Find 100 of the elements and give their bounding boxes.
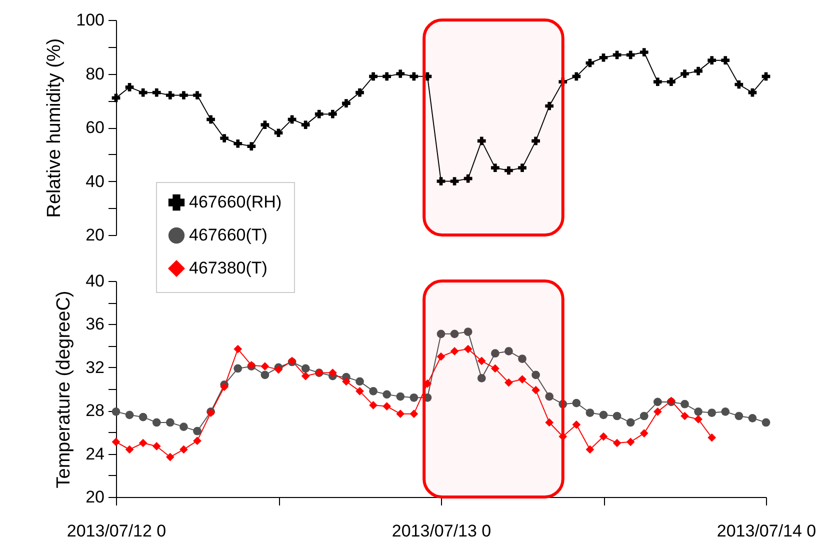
- legend-label: 467660(RH): [189, 192, 282, 212]
- point: [356, 377, 364, 386]
- point: [477, 136, 486, 146]
- point: [572, 72, 581, 81]
- point: [721, 408, 730, 416]
- point: [152, 88, 161, 97]
- point: [464, 344, 472, 354]
- x-tick-label: 2013/07/14 0: [716, 522, 816, 540]
- point: [762, 418, 770, 427]
- point: [382, 390, 392, 399]
- point: [356, 386, 364, 396]
- point: [680, 400, 689, 408]
- y-tick-label: 28: [86, 401, 104, 420]
- point: [180, 422, 188, 431]
- point: [640, 429, 648, 438]
- point: [247, 142, 256, 150]
- y-tick-label: 60: [86, 118, 104, 137]
- point: [532, 386, 540, 394]
- legend-label: 467380(T): [189, 258, 268, 278]
- point: [369, 386, 378, 396]
- point: [234, 344, 242, 354]
- point: [410, 410, 418, 418]
- point: [640, 48, 648, 56]
- point: [640, 412, 648, 420]
- y-tick-label: 40: [86, 272, 104, 290]
- point: [260, 120, 270, 129]
- point: [680, 70, 689, 78]
- point: [518, 354, 526, 363]
- point: [180, 91, 188, 100]
- point: [301, 372, 310, 380]
- y-tick-label: 24: [86, 444, 104, 464]
- point: [125, 410, 134, 420]
- point: [626, 418, 635, 427]
- point: [464, 174, 472, 183]
- point: [532, 370, 540, 380]
- point: [234, 364, 242, 373]
- point: [138, 412, 148, 422]
- point: [410, 72, 418, 81]
- point: [112, 438, 120, 446]
- point: [436, 330, 446, 338]
- point: [612, 438, 622, 448]
- point: [490, 364, 500, 373]
- point: [572, 420, 581, 429]
- point: [328, 110, 337, 118]
- point: [220, 382, 229, 392]
- point: [708, 408, 716, 417]
- point: [314, 110, 324, 118]
- point: [450, 347, 459, 356]
- y-tick-label: 32: [86, 358, 104, 377]
- point: [410, 393, 418, 402]
- point: [396, 70, 405, 78]
- point: [342, 99, 350, 108]
- y-axis-title: Temperature (degreeC): [54, 290, 75, 488]
- point: [477, 356, 486, 366]
- x-tick-label: 2013/07/12 0: [66, 522, 166, 540]
- point: [708, 433, 716, 442]
- point: [112, 408, 120, 416]
- point: [626, 50, 635, 60]
- point: [504, 347, 513, 356]
- y-tick-label: 80: [86, 64, 104, 84]
- point: [382, 402, 392, 410]
- point: [694, 66, 702, 76]
- point: [464, 328, 472, 336]
- x-tick-label: 2013/07/13 0: [392, 522, 492, 540]
- point: [626, 438, 635, 446]
- point: [125, 83, 134, 92]
- point: [545, 392, 554, 401]
- point: [694, 415, 702, 424]
- point: [734, 412, 744, 420]
- point: [748, 414, 757, 422]
- point: [369, 72, 378, 81]
- point: [125, 445, 134, 454]
- point: [490, 349, 500, 358]
- point: [301, 120, 310, 129]
- point: [193, 426, 202, 436]
- point: [532, 136, 540, 146]
- point: [356, 88, 364, 97]
- point: [180, 445, 188, 454]
- point: [206, 115, 215, 124]
- point: [545, 418, 554, 427]
- point: [450, 177, 459, 186]
- point: [301, 364, 310, 373]
- point: [369, 401, 378, 410]
- point: [504, 166, 513, 175]
- point: [572, 398, 581, 408]
- point: [518, 375, 526, 384]
- point: [599, 53, 608, 62]
- point: [260, 362, 270, 371]
- point: [680, 412, 689, 420]
- point: [166, 452, 174, 462]
- point: [708, 56, 716, 64]
- point: [274, 128, 283, 138]
- point: [152, 418, 161, 427]
- point: [382, 72, 392, 81]
- y-tick-label: 36: [86, 314, 104, 334]
- point: [152, 442, 161, 450]
- point: [612, 412, 622, 420]
- point: [653, 78, 662, 86]
- point: [599, 432, 608, 441]
- point: [667, 78, 676, 86]
